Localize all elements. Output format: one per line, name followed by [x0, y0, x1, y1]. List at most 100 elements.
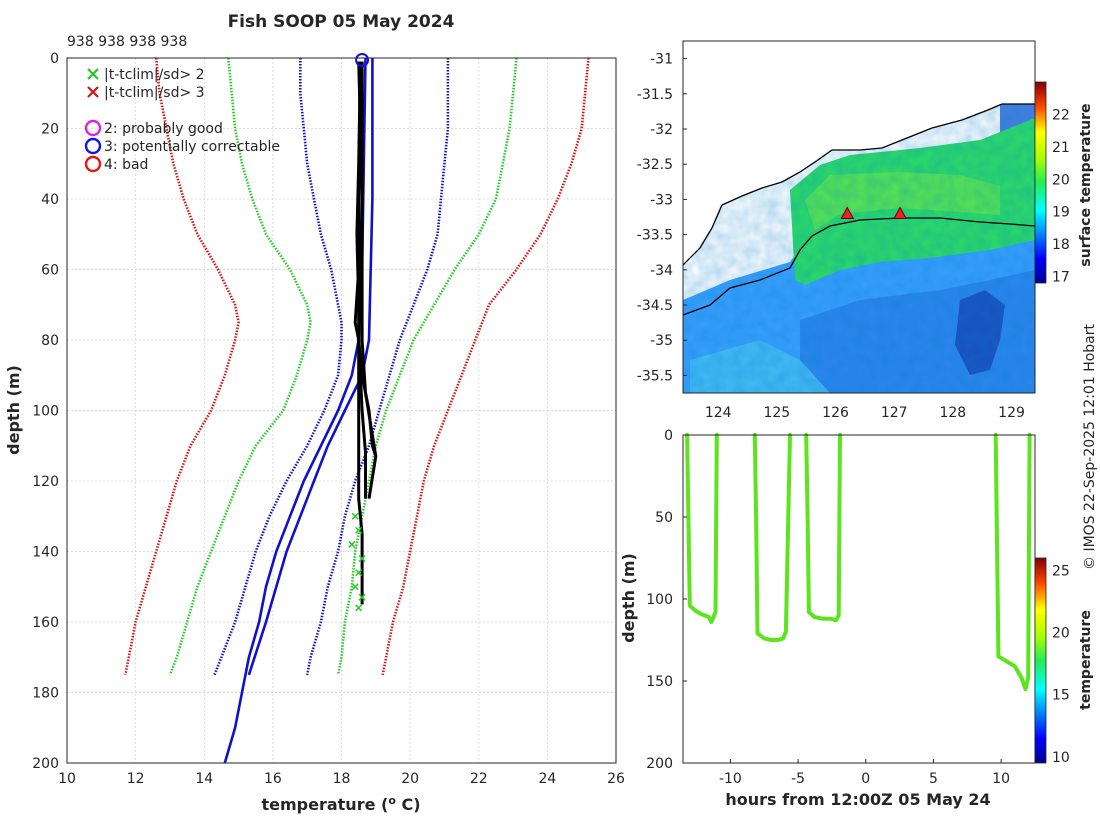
map-y-tick-label: -35.5 — [637, 368, 673, 384]
y-tick-label: 140 — [32, 545, 59, 561]
panel3-colorbar-tick-label: 15 — [1052, 688, 1070, 704]
legend-circle-marker — [84, 155, 102, 173]
y-tick-label: 60 — [41, 263, 59, 279]
map-x-tick-label: 127 — [881, 405, 908, 421]
panel3-x-tick-label: -10 — [719, 771, 742, 787]
flag-group — [348, 53, 370, 612]
y-tick-label: 80 — [41, 333, 59, 349]
y-tick-label: 160 — [32, 615, 59, 631]
x-tick-label: 16 — [264, 771, 282, 787]
map-y-tick-label: -34.5 — [637, 298, 673, 314]
y-tick-label: 100 — [32, 404, 59, 420]
panel3-x-tick-label: 0 — [861, 771, 870, 787]
tick-labels: 10 12 14 16 18 20 22 24 26 0 20 40 60 80 100 120 140 160 1… — [32, 51, 625, 787]
map-colorbar-label: surface temperature — [1078, 103, 1094, 266]
series-clim_minus_2sd — [168, 57, 312, 676]
panel3-colorbar-label: temperature — [1078, 610, 1094, 710]
panel3-y-tick-label: 100 — [646, 592, 673, 608]
series-clim_mean_minus — [223, 57, 367, 764]
land-area — [683, 41, 1035, 265]
panel3-colorbar-tick-label: 25 — [1052, 563, 1070, 579]
panel3-x-tick-label: 5 — [929, 771, 938, 787]
y-tick-label: 180 — [32, 686, 59, 702]
panel3-colorbar-tick-label: 10 — [1052, 750, 1070, 766]
x-tick-label: 12 — [127, 771, 145, 787]
legend: |t-tclim|/sd> 2 |t-tclim|/sd> 3 2: probabl… — [84, 67, 280, 173]
flag-circle-potentially-correctable — [355, 53, 370, 67]
y-tick-label: 20 — [41, 122, 59, 138]
drop-series — [685, 433, 1032, 692]
series-clim_minus_3sd — [124, 57, 240, 676]
x-tick-label: 26 — [607, 771, 625, 787]
flag-x-marker — [351, 583, 359, 591]
x-tick-label: 22 — [470, 771, 488, 787]
map-colorbar — [1034, 81, 1047, 284]
legend-x-marker — [87, 68, 99, 80]
legend-label: |t-tclim|/sd> 2 — [104, 67, 205, 83]
legend-label: 2: probably good — [104, 121, 223, 137]
chart-title: Fish SOOP 05 May 2024 — [228, 12, 455, 32]
map-y-tick-label: -34 — [650, 263, 673, 279]
map-colorbar-tick-label: 22 — [1052, 107, 1070, 123]
panel3-y-tick-label: 200 — [646, 756, 673, 772]
map-y-tick-label: -35 — [650, 333, 673, 349]
flag-x-marker — [348, 540, 356, 548]
flag-x-marker — [358, 593, 366, 601]
map-x-tick-label: 129 — [998, 405, 1025, 421]
flag-x-marker — [358, 555, 366, 563]
drop-drop_1 — [685, 433, 719, 624]
drop-drop_3 — [804, 433, 842, 623]
series-group — [124, 57, 590, 764]
panel3-x-tick-label: -5 — [791, 771, 805, 787]
map-tick-labels: 124 125 126 127 128 129 -31 -31.5 -32 -32.5 -33 -33… — [637, 52, 1025, 421]
map-x-tick-label: 128 — [939, 405, 966, 421]
temperature-depth-panel: 10 12 14 16 18 20 22 24 26 0 20 40 60 80 100 120 140 160 1… — [4, 51, 625, 814]
series-clim_plus_1sd — [305, 58, 450, 676]
series-profile_4 — [360, 61, 378, 457]
shelf-contour — [683, 217, 1035, 316]
flag-x-marker — [355, 569, 363, 577]
surface-temperature-map: 124 125 126 127 128 129 -31 -31.5 -32 -32.5 -33 -33… — [637, 40, 1094, 421]
panel3-colorbar-ticks: 10 15 20 25 — [1052, 563, 1070, 765]
map-x-tick-label: 124 — [705, 405, 732, 421]
x-axis-label: temperature (o C) — [261, 794, 420, 815]
profile-id-labels: 938 938 938 938 — [67, 34, 187, 50]
x-tick-label: 18 — [333, 771, 351, 787]
panel-frame — [66, 57, 617, 764]
track-marker — [840, 206, 855, 219]
legend-label: |t-tclim|/sd> 3 — [104, 85, 205, 101]
series-clim_plus_3sd — [381, 57, 590, 676]
series-clim_plus_2sd — [336, 57, 518, 676]
map-y-tick-label: -33 — [650, 192, 673, 208]
panel3-x-axis-label: hours from 12:00Z 05 May 24 — [725, 790, 990, 809]
map-y-tick-label: -31 — [650, 52, 673, 68]
flag-x-marker — [355, 604, 363, 612]
map-y-tick-label: -32 — [650, 122, 673, 138]
drop-drop_4 — [993, 433, 1032, 692]
drop-drop_2 — [752, 433, 792, 642]
watermark: © IMOS 22-Sep-2025 12:01 Hobart — [1082, 323, 1098, 570]
flag-x-marker — [351, 512, 359, 520]
y-tick-label: 120 — [32, 474, 59, 490]
legend-label: 4: bad — [104, 157, 148, 173]
panel3-y-axis-label: depth (m) — [619, 553, 638, 643]
panel3-background — [683, 435, 1035, 763]
map-y-tick-label: -31.5 — [637, 87, 673, 103]
panel3-colorbar — [1034, 557, 1047, 764]
panel3-y-tick-label: 0 — [664, 428, 673, 444]
map-x-tick-label: 126 — [822, 405, 849, 421]
panel3-y-tick-label: 50 — [655, 510, 673, 526]
x-tick-label: 20 — [401, 771, 419, 787]
map-colorbar-tick-label: 19 — [1052, 205, 1070, 221]
series-clim_mean_plus — [247, 58, 374, 676]
map-colorbar-tick-label: 17 — [1052, 270, 1070, 286]
panel3-y-tick-label: 150 — [646, 674, 673, 690]
y-axis-label: depth (m) — [4, 365, 23, 455]
map-y-tick-label: -33.5 — [637, 228, 673, 244]
track-marker — [893, 206, 907, 219]
map-x-tick-label: 125 — [763, 405, 790, 421]
map-colorbar-tick-label: 20 — [1052, 172, 1070, 188]
